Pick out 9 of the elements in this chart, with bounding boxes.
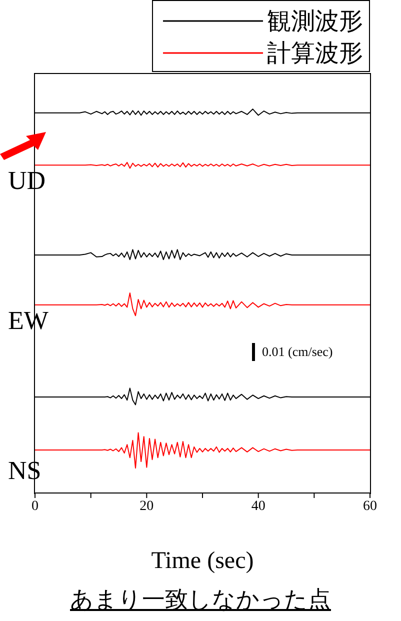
x-axis-title: Time (sec) [150,548,255,575]
x-tick-label: 20 [140,498,154,514]
annotation: 0.01 (cm/sec) [262,344,333,360]
legend-label: 計算波形 [267,38,363,69]
x-tick-label: 60 [363,498,377,514]
text: あまり一致しなかった点 [69,586,332,615]
x-tick-label: 0 [32,498,38,514]
legend-label: 観測波形 [267,6,363,37]
x-tick-label: 40 [251,498,266,514]
